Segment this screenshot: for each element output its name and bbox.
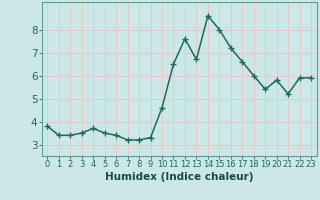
X-axis label: Humidex (Indice chaleur): Humidex (Indice chaleur): [105, 172, 253, 182]
